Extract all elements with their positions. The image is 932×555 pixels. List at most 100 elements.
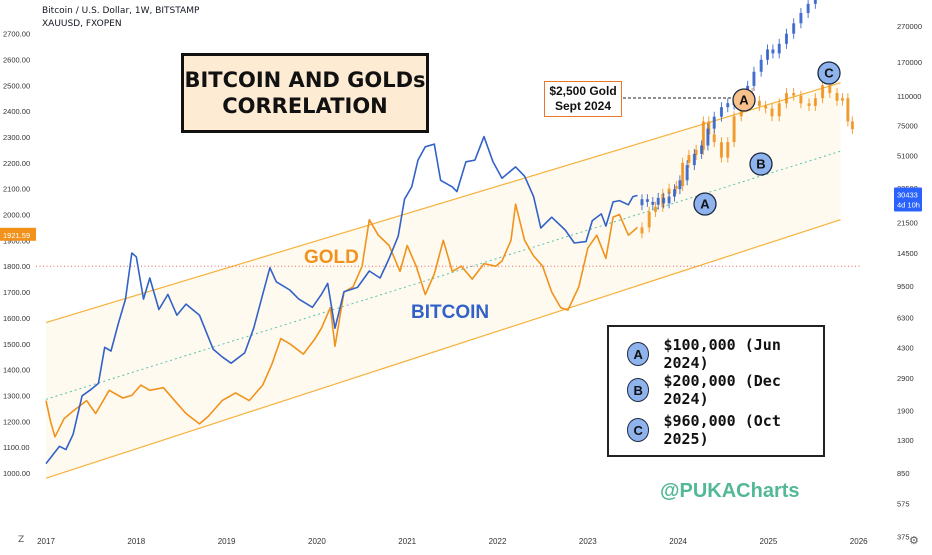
- marker-a-label: A: [700, 197, 710, 212]
- left-axis-tick-label: 1200.00: [3, 417, 30, 426]
- projection-candle: [701, 121, 705, 150]
- title-line-2: CORRELATION: [222, 94, 388, 118]
- projection-candle: [667, 188, 671, 194]
- right-axis-tick-label: 75000: [897, 122, 918, 131]
- right-last-value-tag: [894, 187, 922, 212]
- marker-b-circle: [749, 152, 773, 176]
- gold-callout-box: $2,500 Gold Sept 2024: [544, 81, 622, 117]
- legend-item: B $200,000 (Dec 2024): [627, 372, 823, 408]
- projection-candle: [707, 121, 711, 135]
- projection-candle: [828, 85, 832, 94]
- projection-candle: [813, 0, 817, 4]
- channel-mid-line: [45, 150, 841, 400]
- right-last-value-label: 30433: [897, 190, 918, 199]
- left-axis-tick-label: 1300.00: [3, 391, 30, 400]
- x-axis-tick-label: 2021: [398, 537, 416, 546]
- projection-candle: [667, 196, 671, 204]
- x-axis-tick-label: 2017: [37, 537, 55, 546]
- marker-a-circle: [732, 88, 756, 112]
- right-axis-tick-label: 575: [897, 499, 910, 508]
- bitcoin-series-label: BITCOIN: [411, 302, 489, 323]
- marker-b-label: B: [756, 157, 765, 172]
- x-axis-tick-label: 2024: [669, 537, 687, 546]
- projection-candle: [770, 108, 774, 117]
- left-axis-tick-label: 2400.00: [3, 107, 30, 116]
- left-axis-tick-label: 2500.00: [3, 81, 30, 90]
- left-axis-tick-label: 1000.00: [3, 469, 30, 478]
- gold-series-line: [45, 203, 639, 438]
- projection-candle: [672, 189, 676, 197]
- projection-candle: [726, 142, 730, 158]
- gold-callout-line-2: Sept 2024: [554, 99, 612, 113]
- right-axis-tick-label: 1300: [897, 436, 914, 445]
- left-axis-tick-label: 2700.00: [3, 30, 30, 39]
- right-axis-tick-label: 4300: [897, 343, 914, 352]
- x-axis-tick-label: 2023: [579, 537, 597, 546]
- projection-candle: [813, 98, 817, 106]
- marker-a-circle: [693, 192, 717, 216]
- left-axis-tick-label: 2100.00: [3, 185, 30, 194]
- right-last-value-sublabel: 4d 10h: [897, 200, 920, 209]
- projection-candle: [777, 103, 781, 117]
- projection-candle: [784, 33, 788, 44]
- projection-candle: [764, 105, 768, 109]
- projection-candle: [792, 93, 796, 96]
- projection-candle: [681, 162, 685, 187]
- series-layer: [45, 0, 854, 465]
- left-last-value-label: 1921.59: [3, 231, 30, 240]
- legend-label-a: $100,000 (Jun 2024): [663, 336, 781, 372]
- projection-candle: [835, 93, 839, 101]
- projection-candle: [706, 128, 710, 146]
- projection-candle: [719, 142, 723, 158]
- left-axis-tick-label: 2600.00: [3, 55, 30, 64]
- settings-icon[interactable]: ⚙: [909, 534, 919, 547]
- projection-candle: [807, 103, 811, 106]
- x-axis-tick-label: 2018: [127, 537, 145, 546]
- projection-candle: [692, 153, 696, 166]
- gold-series-label: GOLD: [304, 247, 359, 268]
- title-line-1: BITCOIN AND GOLDs: [184, 68, 426, 92]
- watermark-handle: @PUKACharts: [660, 480, 800, 502]
- channel-lower-line: [45, 219, 841, 479]
- right-axis-tick-label: 270000: [897, 22, 922, 31]
- projection-candle: [792, 23, 796, 34]
- legend-label-c: $960,000 (Oct 2025): [663, 412, 781, 448]
- projection-candle: [712, 116, 716, 129]
- x-axis-tick-label: 2025: [760, 537, 778, 546]
- projection-candle: [850, 121, 854, 130]
- left-axis-tick-label: 2000.00: [3, 211, 30, 220]
- title-box: BITCOIN AND GOLDs CORRELATION: [181, 53, 429, 133]
- projection-candle: [777, 43, 781, 54]
- projection-candle: [757, 100, 761, 106]
- projection-candle: [712, 134, 716, 143]
- legend-marker-c: C: [627, 418, 650, 442]
- legend-label-b: $200,000 (Dec 2024): [663, 372, 781, 408]
- projection-candle: [719, 107, 723, 117]
- legend-box: A $100,000 (Jun 2024) B $200,000 (Dec 20…: [607, 325, 825, 457]
- projection-candle: [656, 197, 660, 205]
- left-last-value-tag: [0, 227, 36, 241]
- left-axis-tick-label: 1400.00: [3, 366, 30, 375]
- projection-candle: [640, 199, 644, 206]
- left-axis-tick-label: 1700.00: [3, 288, 30, 297]
- timezone-button[interactable]: Z: [18, 535, 25, 545]
- left-axis-tick-label: 1900.00: [3, 236, 30, 245]
- projection-candle: [840, 98, 844, 101]
- projection-candle: [759, 59, 763, 72]
- projection-candle: [806, 3, 810, 13]
- projection-candle: [662, 197, 666, 204]
- projection-candle: [687, 155, 691, 163]
- left-axis-tick-label: 1100.00: [3, 443, 30, 452]
- projection-candle: [640, 227, 644, 234]
- x-axis-tick-label: 2022: [489, 537, 507, 546]
- left-axis-tick-label: 2300.00: [3, 133, 30, 142]
- projection-candle: [654, 206, 658, 212]
- projection-candle: [784, 93, 788, 104]
- gold-callout-line-1: $2,500 Gold: [549, 84, 617, 98]
- legend-item: C $960,000 (Oct 2025): [627, 412, 823, 448]
- legend-item: A $100,000 (Jun 2024): [627, 336, 823, 372]
- annotation-layer: GOLD BITCOIN A B C A: [304, 61, 841, 323]
- marker-c-label: C: [824, 66, 834, 81]
- header-overlay-line: XAUUSD, FXOPEN: [42, 19, 122, 29]
